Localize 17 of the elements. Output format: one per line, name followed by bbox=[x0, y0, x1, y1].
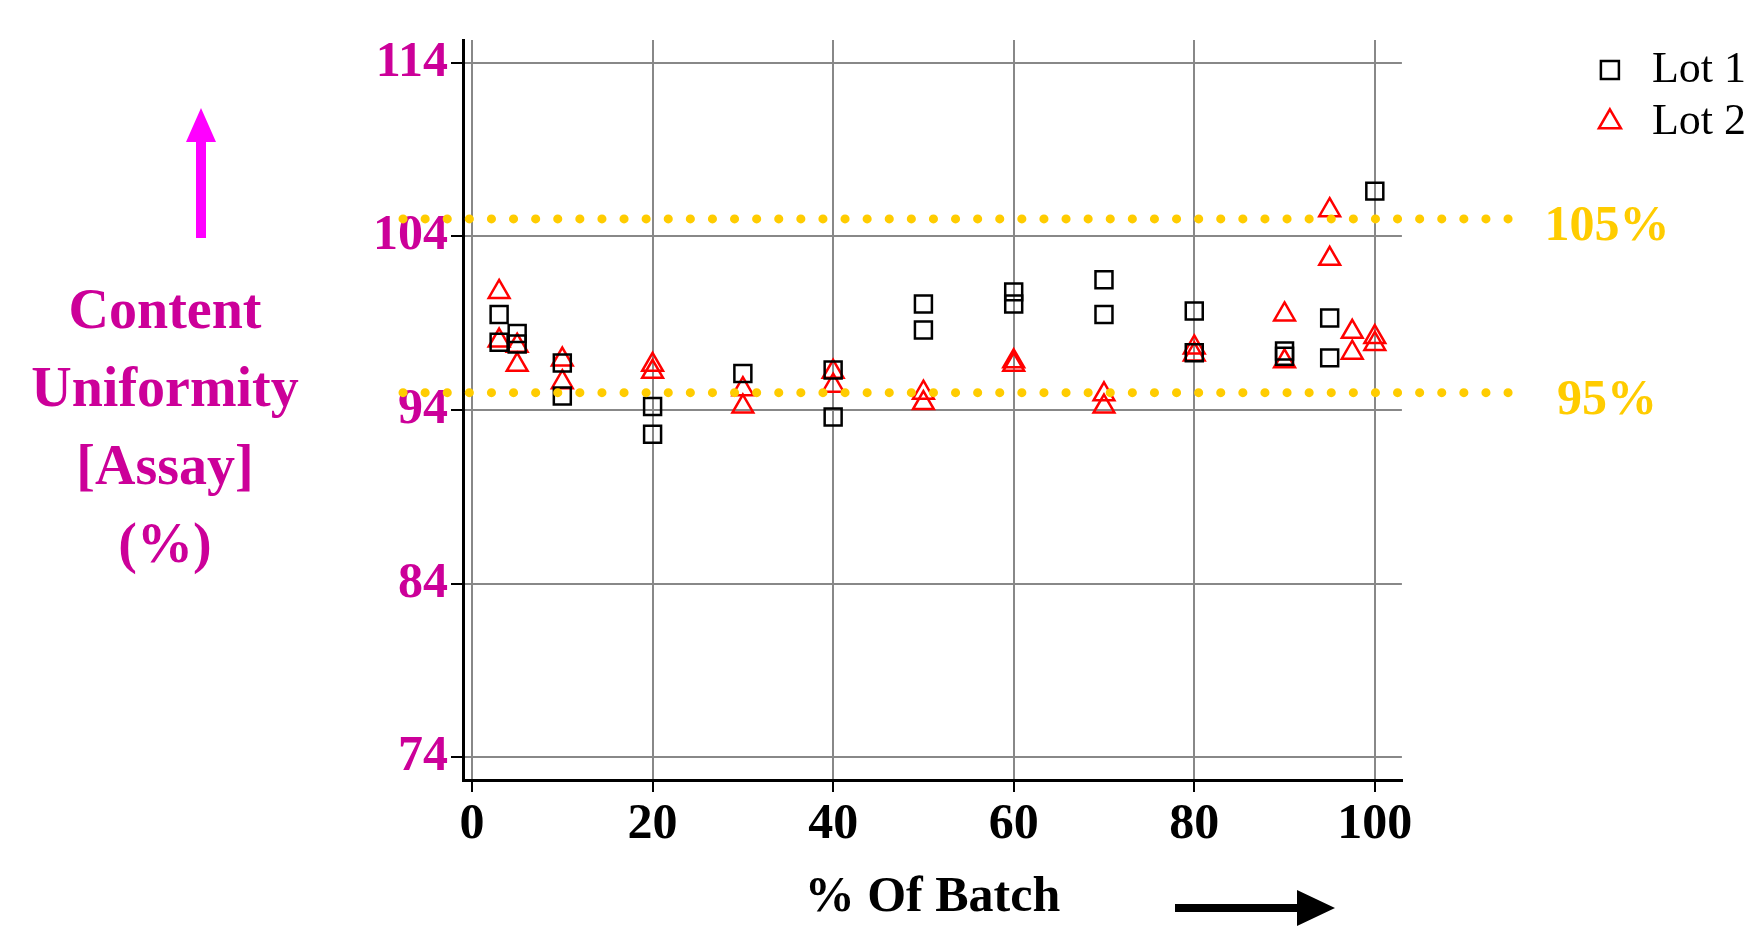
legend-label: Lot 2 bbox=[1651, 94, 1747, 144]
x-tick-label: 60 bbox=[988, 792, 1039, 849]
x-tick-label: 0 bbox=[459, 792, 485, 849]
x-tick-label: 80 bbox=[1169, 792, 1220, 849]
x-axis-title: % Of Batch bbox=[804, 865, 1061, 922]
y-tick-label: 104 bbox=[373, 204, 448, 261]
ref-line-label: 105% bbox=[1544, 194, 1670, 251]
ref-line-label: 95% bbox=[1556, 368, 1657, 425]
y-tick-label: 74 bbox=[398, 725, 448, 782]
x-tick-label: 100 bbox=[1337, 792, 1413, 849]
y-tick-label: 94 bbox=[398, 377, 448, 434]
legend-label: Lot 1 bbox=[1651, 42, 1747, 92]
x-tick-label: 40 bbox=[808, 792, 859, 849]
x-tick-label: 20 bbox=[627, 792, 678, 849]
y-axis-title: Content Uniformity [Assay] (%) bbox=[30, 277, 300, 576]
y-tick-label: 84 bbox=[398, 551, 448, 608]
y-tick-label: 114 bbox=[375, 30, 448, 87]
